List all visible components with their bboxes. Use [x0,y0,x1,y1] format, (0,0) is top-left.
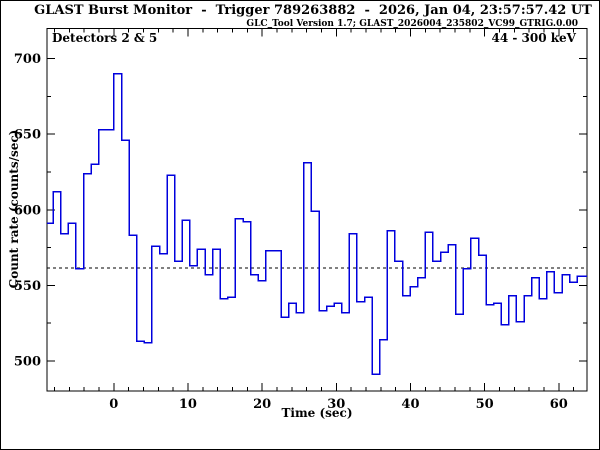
svg-text:650: 650 [14,128,41,143]
svg-text:60: 60 [550,397,568,412]
svg-text:550: 550 [14,279,41,294]
plot-title: GLAST Burst Monitor - Trigger 789263882 … [34,3,592,18]
x-axis-title: Time (sec) [281,406,353,420]
detectors-annotation: Detectors 2 & 5 [52,31,158,45]
svg-text:50: 50 [476,397,494,412]
energy-range-annotation: 44 - 300 keV [491,31,576,45]
svg-text:10: 10 [179,397,197,412]
svg-text:600: 600 [14,203,41,218]
svg-text:40: 40 [401,397,419,412]
svg-text:30: 30 [327,397,345,412]
tool-version-subtitle: GLC_Tool Version 1.7; GLAST_2026004_2358… [246,19,578,29]
svg-text:500: 500 [14,354,41,369]
svg-text:0: 0 [109,397,118,412]
svg-text:700: 700 [14,52,41,67]
svg-text:20: 20 [253,397,271,412]
